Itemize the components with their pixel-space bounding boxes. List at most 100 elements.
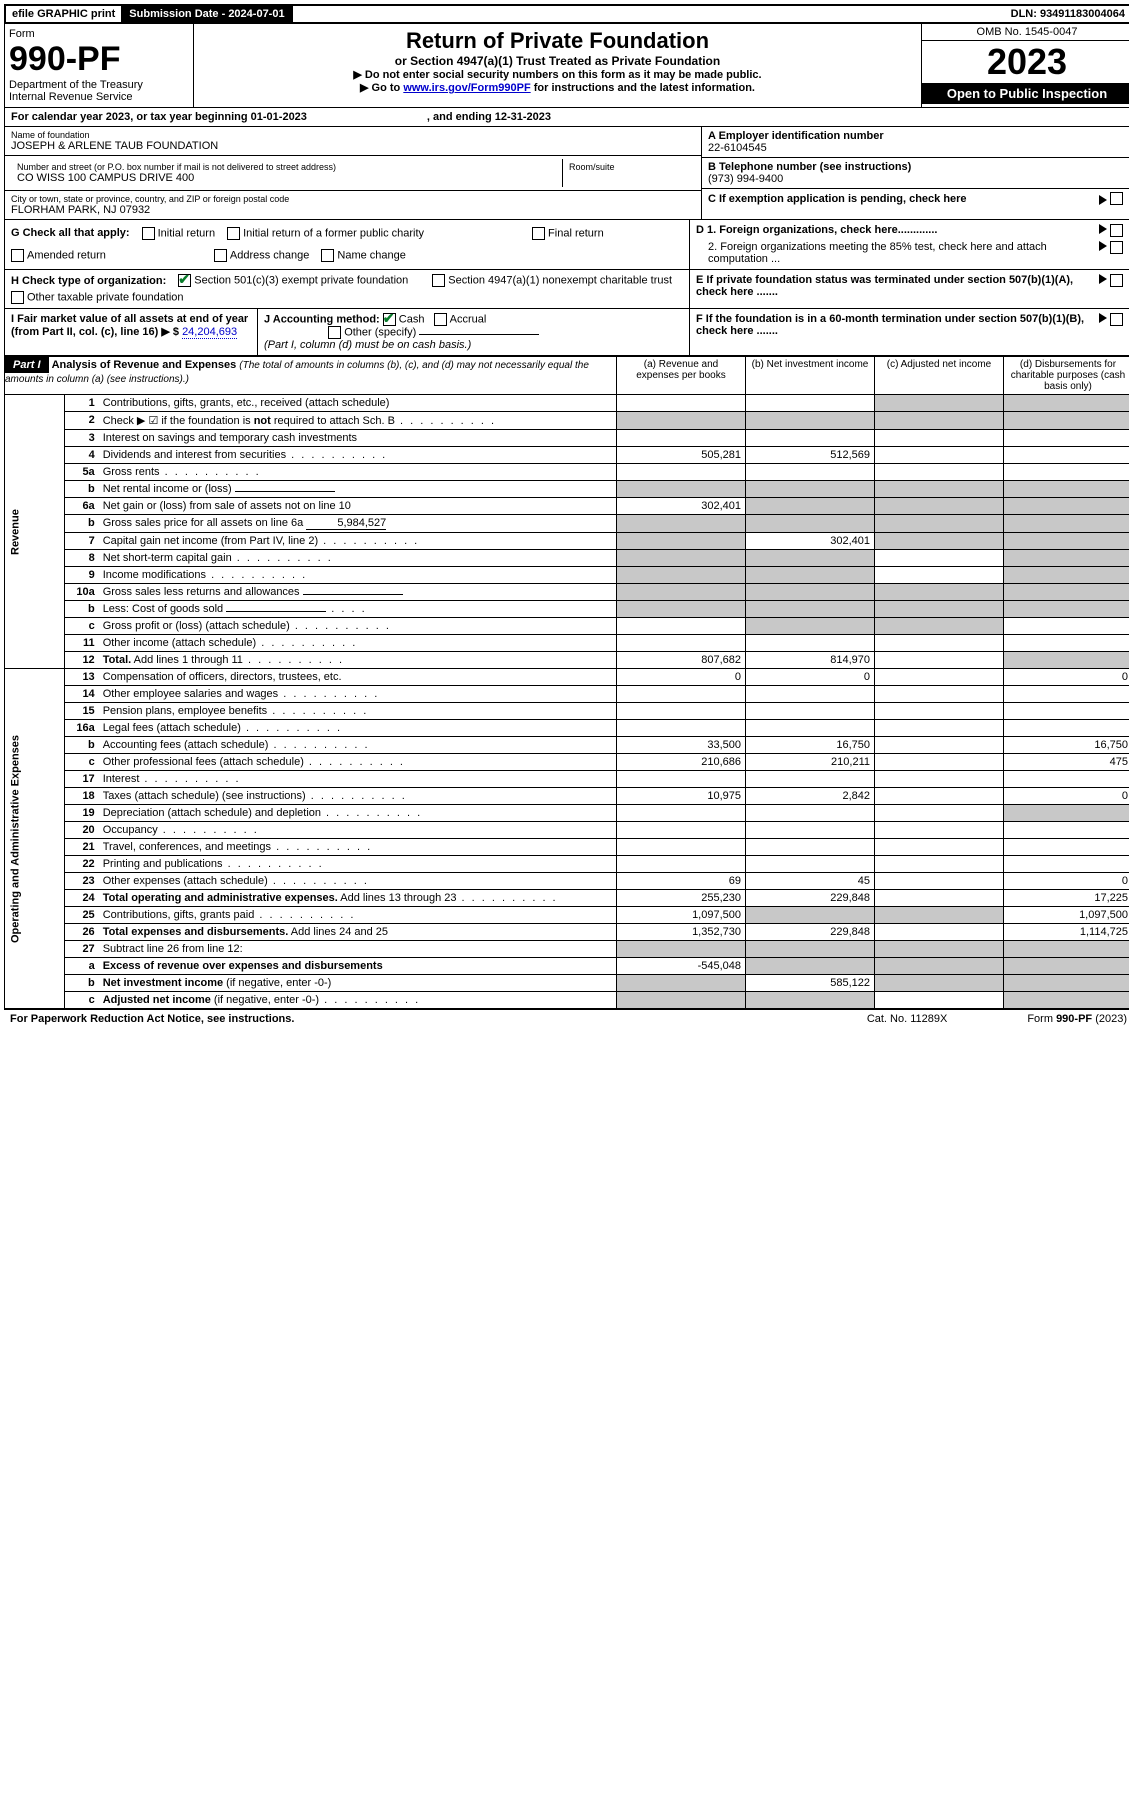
j-accrual-checkbox[interactable]: [434, 313, 447, 326]
d1-checkbox[interactable]: [1110, 224, 1123, 237]
f-label: F If the foundation is in a 60-month ter…: [696, 313, 1096, 351]
col-a-value: [617, 839, 746, 856]
expenses-side-label: Operating and Administrative Expenses: [5, 669, 65, 1009]
line-num: 20: [64, 822, 99, 839]
line-num: c: [64, 618, 99, 635]
col-b-value: 210,211: [746, 754, 875, 771]
col-b-value: [746, 992, 875, 1009]
dln: DLN: 93491183004064: [1005, 6, 1129, 22]
col-a-header: (a) Revenue and expenses per books: [617, 357, 746, 395]
line-desc: Other employee salaries and wages: [99, 686, 617, 703]
col-a-value: [617, 720, 746, 737]
g-final-return-checkbox[interactable]: [532, 227, 545, 240]
col-c-value: [875, 395, 1004, 412]
c-checkbox[interactable]: [1110, 192, 1123, 205]
j-other-checkbox[interactable]: [328, 326, 341, 339]
j-cash-label: Cash: [399, 313, 425, 325]
col-c-value: [875, 703, 1004, 720]
col-a-value: 1,352,730: [617, 924, 746, 941]
col-a-value: [617, 686, 746, 703]
h-opt-2: Other taxable private foundation: [27, 291, 184, 303]
col-d-value: [1004, 941, 1129, 958]
fmv-value-link[interactable]: 24,204,693: [182, 326, 237, 339]
form-word: Form: [9, 28, 189, 40]
efile-label[interactable]: efile GRAPHIC print: [6, 6, 123, 22]
f-checkbox[interactable]: [1110, 313, 1123, 326]
arrow-icon: [1099, 241, 1107, 251]
j-note: (Part I, column (d) must be on cash basi…: [264, 339, 683, 351]
line-num: 3: [64, 430, 99, 447]
col-d-value: 1,114,725: [1004, 924, 1129, 941]
col-c-value: [875, 601, 1004, 618]
col-d-value: [1004, 975, 1129, 992]
j-cash-checkbox[interactable]: [383, 313, 396, 326]
arrow-icon: [1099, 313, 1107, 323]
col-c-value: [875, 992, 1004, 1009]
line-num: 7: [64, 533, 99, 550]
col-c-value: [875, 533, 1004, 550]
open-public-badge: Open to Public Inspection: [922, 83, 1129, 104]
h-501c3-checkbox[interactable]: [178, 274, 191, 287]
col-a-value: [617, 550, 746, 567]
col-d-value: 16,750: [1004, 737, 1129, 754]
g-initial-former-checkbox[interactable]: [227, 227, 240, 240]
col-a-value: [617, 703, 746, 720]
col-b-value: [746, 618, 875, 635]
line-num: 1: [64, 395, 99, 412]
e-checkbox[interactable]: [1110, 274, 1123, 287]
col-b-value: [746, 771, 875, 788]
form-number: 990-PF: [9, 40, 189, 79]
line-desc: Net short-term capital gain: [99, 550, 617, 567]
j-other-input[interactable]: [419, 334, 539, 335]
line-num: b: [64, 975, 99, 992]
line-num: 14: [64, 686, 99, 703]
cal-year-end: , and ending 12-31-2023: [427, 111, 551, 123]
col-d-value: [1004, 430, 1129, 447]
col-d-value: [1004, 533, 1129, 550]
line-num: b: [64, 601, 99, 618]
ein-label: A Employer identification number: [708, 130, 1126, 142]
j-label: J Accounting method:: [264, 313, 380, 325]
line-desc: Check ▶ ☑ if the foundation is not requi…: [99, 412, 617, 430]
col-b-value: 512,569: [746, 447, 875, 464]
omb-number: OMB No. 1545-0047: [922, 24, 1129, 41]
i-j-f-row: I Fair market value of all assets at end…: [4, 309, 1129, 356]
instr-goto: ▶ Go to www.irs.gov/Form990PF for instru…: [198, 81, 917, 94]
col-a-value: [617, 584, 746, 601]
col-d-value: [1004, 635, 1129, 652]
col-c-value: [875, 771, 1004, 788]
g-initial-return-checkbox[interactable]: [142, 227, 155, 240]
col-a-value: 302,401: [617, 498, 746, 515]
h-other-taxable-checkbox[interactable]: [11, 291, 24, 304]
entity-info: Name of foundation JOSEPH & ARLENE TAUB …: [4, 127, 1129, 220]
g-amended-checkbox[interactable]: [11, 249, 24, 262]
g-address-change-checkbox[interactable]: [214, 249, 227, 262]
line-num: 5a: [64, 464, 99, 481]
col-b-value: [746, 584, 875, 601]
line-num: 9: [64, 567, 99, 584]
submission-date: Submission Date - 2024-07-01: [123, 6, 292, 22]
col-c-value: [875, 652, 1004, 669]
col-d-value: [1004, 618, 1129, 635]
line-desc: Occupancy: [99, 822, 617, 839]
form990pf-link[interactable]: www.irs.gov/Form990PF: [403, 82, 530, 94]
g-name-change-checkbox[interactable]: [321, 249, 334, 262]
line-num: 22: [64, 856, 99, 873]
col-b-value: [746, 515, 875, 533]
line-desc: Income modifications: [99, 567, 617, 584]
col-a-value: [617, 805, 746, 822]
line-desc: Subtract line 26 from line 12:: [99, 941, 617, 958]
col-a-value: [617, 464, 746, 481]
col-a-value: [617, 515, 746, 533]
col-a-value: [617, 618, 746, 635]
col-b-value: [746, 481, 875, 498]
col-d-header: (d) Disbursements for charitable purpose…: [1004, 357, 1129, 395]
address-label: Number and street (or P.O. box number if…: [17, 162, 556, 172]
line-desc: Travel, conferences, and meetings: [99, 839, 617, 856]
d2-label: 2. Foreign organizations meeting the 85%…: [696, 241, 1096, 265]
line-desc: Total. Add lines 1 through 11: [99, 652, 617, 669]
h-4947-checkbox[interactable]: [432, 274, 445, 287]
line-num: 11: [64, 635, 99, 652]
line-desc: Gross rents: [99, 464, 617, 481]
d2-checkbox[interactable]: [1110, 241, 1123, 254]
